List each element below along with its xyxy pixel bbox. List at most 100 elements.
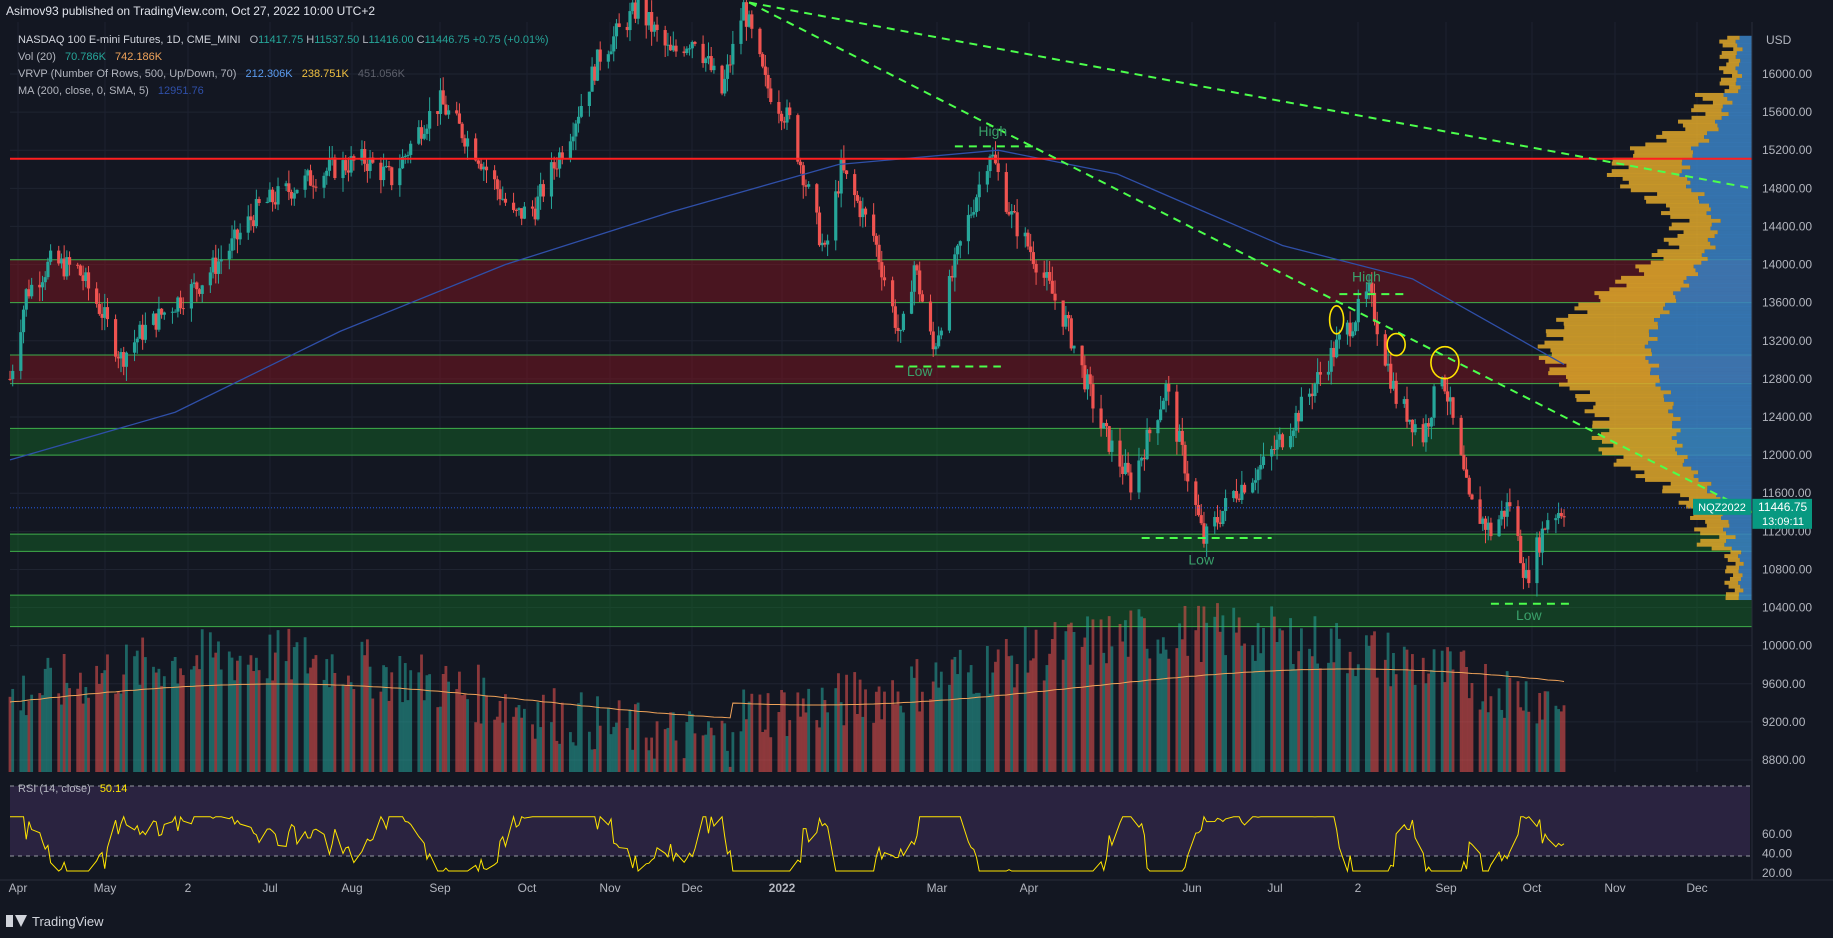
symbol-pill: [1693, 498, 1751, 515]
volume-legend[interactable]: Vol (20) 70.786K 742.186K: [18, 51, 163, 63]
candle-body: [346, 170, 351, 173]
vp-bar-down: [1609, 287, 1681, 292]
vp-bar-down: [1598, 447, 1676, 452]
candle-body: [333, 157, 337, 179]
volume-bar: [501, 722, 505, 772]
candle-body: [750, 14, 754, 29]
candle-body: [463, 138, 467, 147]
symbol-name[interactable]: NASDAQ 100 E-mini Futures, 1D, CME_MINI: [18, 34, 241, 46]
volume-bar: [87, 697, 90, 772]
volume-bar: [948, 684, 951, 772]
volume-bar: [100, 673, 104, 772]
vp-bar-up: [1731, 546, 1752, 551]
candle-body: [308, 170, 313, 186]
vp-bar-down: [1700, 531, 1727, 536]
candle-body: [457, 113, 462, 124]
candle-body: [1012, 211, 1017, 213]
volume-bar: [891, 680, 894, 772]
candle-body: [796, 115, 800, 162]
candle-body: [779, 113, 784, 122]
volume-bar: [861, 716, 865, 772]
candle-body: [977, 184, 981, 198]
vp-bar-up: [1693, 264, 1752, 269]
volume-bar: [669, 712, 672, 772]
symbol-legend: NASDAQ 100 E-mini Futures, 1D, CME_MINI …: [18, 34, 555, 46]
volume-bar: [720, 720, 724, 772]
candle-body: [1500, 510, 1504, 520]
volume-bar: [1337, 638, 1341, 772]
vrvp-legend[interactable]: VRVP (Number Of Rows, 500, Up/Down, 70) …: [18, 68, 405, 80]
candle-body: [390, 167, 394, 186]
volume-bar: [782, 692, 786, 772]
vp-bar-down: [1719, 81, 1736, 86]
volume-bar: [571, 742, 575, 772]
volume-bar: [1140, 616, 1144, 772]
volume-bar: [1508, 677, 1512, 772]
published-header: Asimov93 published on TradingView.com, O…: [6, 4, 375, 18]
volume-bar: [1486, 712, 1490, 772]
volume-bar: [41, 695, 44, 772]
volume-bar: [1053, 622, 1057, 772]
volume-bar: [1354, 676, 1357, 772]
volume-bar: [1156, 639, 1160, 772]
candle-body: [1467, 477, 1471, 495]
candle-body: [628, 11, 632, 31]
rsi-legend[interactable]: RSI (14, close) 50.14: [18, 783, 128, 795]
y-tick-label: 15200.00: [1762, 143, 1812, 157]
volume-bar: [1086, 616, 1089, 772]
vp-bar-up: [1742, 73, 1752, 78]
x-tick-label: Jul: [1267, 881, 1282, 895]
volume-bar: [666, 727, 670, 772]
candle-body: [444, 104, 448, 115]
candle-body: [1213, 517, 1217, 527]
candle-body: [1318, 372, 1322, 375]
candle-body: [1278, 434, 1282, 440]
candle-body: [119, 352, 123, 359]
vp-bar-down: [1635, 474, 1694, 479]
vp-bar-down: [1613, 462, 1683, 467]
volume-bar: [114, 693, 117, 772]
price-chart[interactable]: 16000.00 15600.00 15200.00 14800.00 14400.00…: [0, 0, 1833, 910]
volume-bar: [1459, 651, 1463, 772]
volume-bar: [493, 719, 497, 772]
volume-bar: [1289, 618, 1292, 772]
vp-bar-up: [1743, 561, 1752, 566]
ma-legend[interactable]: MA (200, close, 0, SMA, 5) 12951.76: [18, 85, 204, 97]
vp-bar-down: [1598, 294, 1676, 299]
candle-body: [1375, 321, 1379, 335]
vp-bar-down: [1723, 70, 1738, 75]
volume-bar: [823, 700, 827, 772]
candle-body: [644, 0, 648, 26]
volume-bar: [785, 736, 789, 772]
volume-bar: [1543, 691, 1547, 772]
candle-body: [67, 257, 72, 265]
volume-bar: [1124, 620, 1127, 772]
vp-bar-up: [1675, 447, 1752, 452]
vp-bar-down: [1663, 237, 1708, 242]
vp-bar-up: [1657, 336, 1752, 341]
candle-body: [371, 157, 375, 163]
candle-body: [436, 111, 440, 114]
volume-bar: [401, 702, 404, 772]
y-tick-label: 14400.00: [1762, 219, 1812, 233]
vp-bar-up: [1650, 371, 1752, 376]
candle-body: [95, 288, 99, 304]
volume-bar: [1291, 664, 1295, 772]
candle-body: [874, 235, 878, 245]
volume-bar: [162, 676, 166, 772]
volume-bar: [864, 689, 867, 772]
footer-brand[interactable]: TradingView: [6, 910, 104, 932]
candle-body: [143, 324, 147, 340]
volume-bar: [1335, 623, 1339, 772]
volume-bar: [1392, 652, 1395, 772]
candle-body: [1443, 377, 1447, 392]
volume-bar: [1272, 616, 1276, 772]
candle-body: [1194, 481, 1198, 505]
volume-bar: [766, 693, 770, 772]
volume-bar: [1478, 709, 1482, 772]
vp-bar-up: [1681, 161, 1752, 166]
candle-body: [1004, 172, 1008, 212]
candle-body: [360, 149, 364, 161]
yellow-circle: [1386, 332, 1406, 357]
volume-bar: [929, 699, 932, 772]
